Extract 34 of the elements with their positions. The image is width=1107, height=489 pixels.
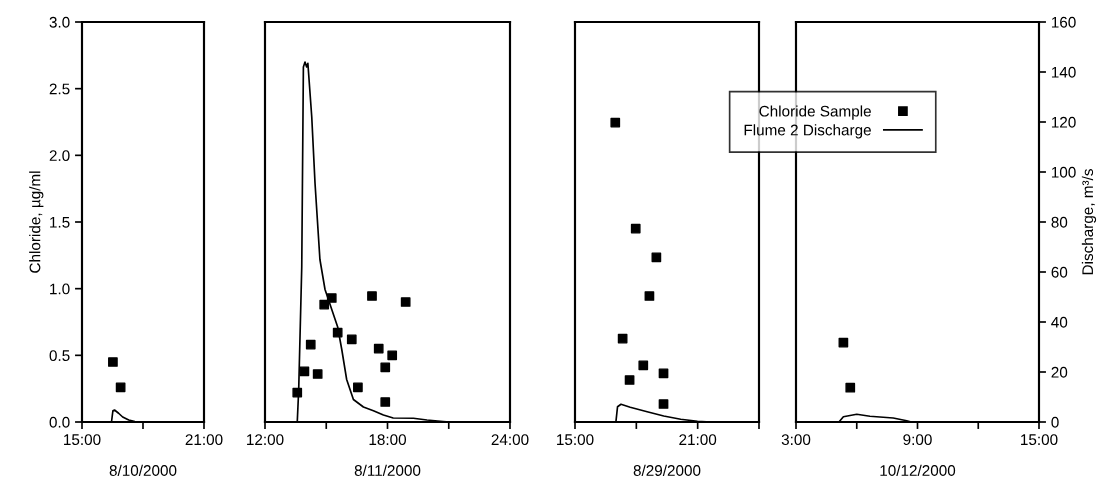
x-tick-label: 21:00 [679,434,717,446]
y-axis-title: Chloride, µg/ml [29,171,44,273]
y2-tick-label: 20 [1051,366,1068,378]
y2-tick-label: 120 [1051,116,1076,128]
x-axis-title: 8/10/2000 [109,464,177,476]
y-tick-label: 3.0 [49,16,70,28]
x-tick-label: 21:00 [185,434,223,446]
y-tick-label: 0.5 [49,350,70,362]
legend-label: Chloride Sample [759,105,871,120]
legend-label: Flume 2 Discharge [744,124,871,139]
x-tick-label: 15:00 [64,434,101,446]
x-tick-label: 15:00 [557,434,594,446]
y2-tick-label: 0 [1051,416,1059,428]
x-tick-label: 24:00 [491,434,529,446]
y2-axis-title: Discharge, m³/s [1081,169,1097,275]
x-tick-label: 12:00 [247,434,284,446]
x-axis-title: 8/11/2000 [354,464,421,476]
y-tick-label: 2.5 [49,83,70,95]
x-tick-label: 3:00 [781,434,811,446]
y2-tick-label: 160 [1051,16,1076,28]
y-tick-label: 1.5 [50,217,70,228]
y-tick-label: 2.0 [49,150,70,162]
x-tick-label: 15:00 [1021,434,1058,446]
y2-tick-label: 140 [1051,66,1076,78]
x-axis-title: 8/29/2000 [633,464,701,476]
y2-tick-label: 100 [1051,166,1076,178]
y2-tick-label: 80 [1051,216,1068,228]
y2-tick-label: 60 [1051,266,1068,278]
x-tick-label: 9:00 [903,434,932,446]
y-tick-label: 1.0 [50,283,70,295]
x-tick-label: 18:00 [369,434,407,446]
x-axis-title: 10/12/2000 [880,464,956,476]
y2-tick-label: 40 [1051,316,1068,328]
y-tick-label: 0.0 [49,416,70,428]
